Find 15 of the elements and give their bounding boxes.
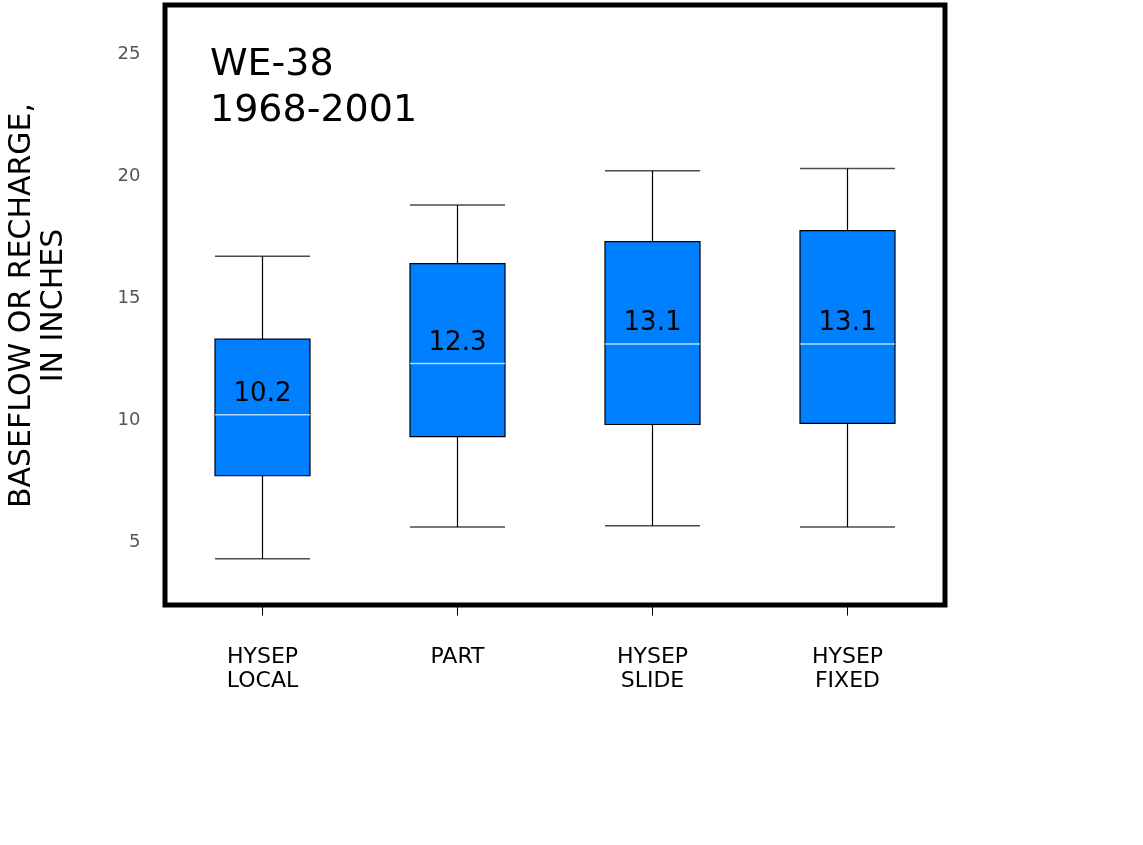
y-tick-label: 10 xyxy=(117,408,141,430)
annotation: 12.3 xyxy=(428,325,487,356)
text: WE-38 1968-2001 xyxy=(210,40,418,130)
x-tick-label: HYSEP LOCAL xyxy=(226,642,299,692)
annotation: 10.2 xyxy=(233,376,292,407)
y-tick-label: 25 xyxy=(117,42,141,64)
y-tick-label: 20 xyxy=(117,164,141,186)
x-tick-label: HYSEP SLIDE xyxy=(616,642,689,692)
y-tick-label: 5 xyxy=(129,530,141,552)
annotation: 13.1 xyxy=(623,306,682,337)
annotation: 13.1 xyxy=(818,306,877,337)
y-axis-title: BASEFLOW OR RECHARGE, IN INCHES xyxy=(1,102,69,509)
y-tick-label: 15 xyxy=(117,286,141,308)
x-tick-label: PART xyxy=(430,642,486,668)
x-tick-label: HYSEP FIXED xyxy=(811,642,884,692)
